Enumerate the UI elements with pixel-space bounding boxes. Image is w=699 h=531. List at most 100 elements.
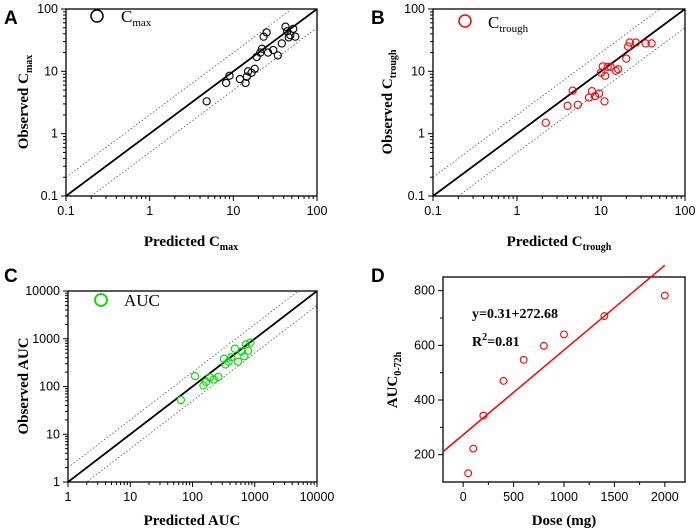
data-point bbox=[539, 341, 548, 350]
y-tick-label: 400 bbox=[414, 393, 435, 407]
axis-ticks-c: 1 10 100 1000 10000 1 10 100 1000 10000 bbox=[25, 284, 334, 504]
data-point bbox=[256, 48, 265, 57]
data-point bbox=[464, 469, 473, 478]
data-point bbox=[613, 65, 623, 74]
y-tick-label: 10 bbox=[46, 427, 60, 441]
data-point bbox=[262, 28, 271, 37]
reference-lines-b bbox=[433, 9, 685, 196]
data-point bbox=[257, 44, 267, 53]
data-point bbox=[469, 444, 478, 453]
data-point bbox=[289, 24, 298, 34]
data-point bbox=[246, 338, 255, 347]
lower-twofold-line bbox=[86, 305, 317, 482]
data-point bbox=[641, 39, 650, 48]
data-point bbox=[625, 38, 634, 47]
data-point bbox=[205, 373, 215, 382]
axis-ticks-d: 0 500 1000 1500 2000 200 400 600 800 bbox=[414, 284, 679, 504]
x-tick-label: 1 bbox=[514, 204, 521, 218]
x-tick-label: 100 bbox=[182, 490, 203, 504]
y-tick-label: 1 bbox=[51, 127, 58, 141]
data-point bbox=[623, 42, 633, 51]
plot-frame-b bbox=[432, 8, 686, 197]
y-tick-label: 200 bbox=[414, 448, 435, 462]
data-point bbox=[631, 38, 641, 47]
x-tick-label: 10 bbox=[226, 204, 240, 218]
data-point bbox=[281, 22, 290, 31]
x-tick-label: 0 bbox=[460, 490, 467, 504]
x-axis-label-c: Predicted AUC bbox=[144, 513, 241, 529]
panel-letter-b: B bbox=[371, 8, 385, 29]
data-point bbox=[600, 71, 610, 80]
data-point bbox=[221, 78, 231, 88]
data-point bbox=[600, 312, 609, 321]
data-point bbox=[240, 352, 249, 361]
data-point bbox=[573, 100, 582, 109]
lower-twofold-line bbox=[90, 27, 317, 196]
x-tick-label: 10 bbox=[123, 490, 137, 504]
panel-letter-d: D bbox=[371, 266, 385, 287]
x-axis-label-d: Dose (mg) bbox=[532, 513, 597, 529]
identity-line bbox=[66, 9, 317, 196]
data-point bbox=[241, 78, 250, 88]
data-point bbox=[568, 86, 577, 95]
y-tick-label: 0.1 bbox=[41, 189, 58, 203]
y-tick-label: 100 bbox=[404, 2, 425, 16]
data-point bbox=[622, 54, 631, 63]
y-tick-label: 100 bbox=[37, 2, 58, 16]
identity-line bbox=[68, 291, 317, 482]
x-tick-label: 10 bbox=[594, 204, 608, 218]
data-point bbox=[190, 371, 200, 381]
x-tick-label: 1 bbox=[146, 204, 153, 218]
legend-marker-b bbox=[458, 14, 472, 28]
data-point bbox=[263, 48, 273, 57]
y-axis-label-a: Observed Cmax bbox=[16, 55, 35, 150]
x-axis-label-b: Predicted Ctrough bbox=[507, 234, 612, 253]
x-tick-label: 1000 bbox=[550, 490, 578, 504]
data-point bbox=[541, 118, 550, 127]
y-tick-label: 0.1 bbox=[408, 189, 425, 203]
y-tick-label: 100 bbox=[39, 380, 60, 394]
data-point bbox=[611, 66, 620, 75]
y-tick-label: 800 bbox=[414, 284, 435, 298]
x-axis-label-a: Predicted Cmax bbox=[144, 234, 238, 253]
data-point bbox=[214, 372, 223, 381]
data-point bbox=[600, 97, 609, 106]
x-tick-label: 0.1 bbox=[57, 204, 74, 218]
legend-marker-a bbox=[90, 9, 104, 23]
x-tick-label: 0.1 bbox=[424, 204, 441, 218]
x-tick-label: 100 bbox=[675, 204, 696, 218]
data-points-c bbox=[176, 338, 255, 405]
panel-c: C AUC 1 10 100 1000 10000 1 10 100 1000 10000 Pre… bbox=[4, 266, 334, 529]
data-point bbox=[519, 355, 528, 364]
data-point bbox=[269, 45, 278, 55]
data-point bbox=[202, 97, 211, 106]
reference-lines-a bbox=[66, 9, 317, 196]
legend-marker-c bbox=[94, 293, 108, 307]
x-tick-label: 2000 bbox=[651, 490, 679, 504]
legend-label-a: Cmax bbox=[121, 7, 152, 29]
data-point bbox=[237, 347, 246, 356]
regression-line bbox=[442, 264, 666, 453]
data-point bbox=[647, 39, 656, 48]
data-points-d bbox=[464, 291, 669, 478]
panel-letter-a: A bbox=[4, 8, 18, 29]
data-point bbox=[594, 89, 604, 98]
data-points-b bbox=[541, 38, 656, 127]
y-tick-label: 10 bbox=[411, 64, 425, 78]
panel-letter-c: C bbox=[4, 266, 18, 287]
lower-twofold-line bbox=[457, 27, 685, 196]
reference-lines-c bbox=[68, 291, 317, 482]
axis-ticks-b: 0.1 1 10 100 0.1 1 10 100 bbox=[404, 2, 695, 218]
data-point bbox=[660, 291, 669, 300]
data-point bbox=[209, 375, 218, 384]
fit-line-d bbox=[442, 264, 666, 453]
x-tick-label: 1500 bbox=[601, 490, 629, 504]
identity-line bbox=[433, 9, 685, 196]
upper-twofold-line bbox=[66, 9, 293, 178]
y-axis-label-b: Observed Ctrough bbox=[380, 49, 399, 154]
y-tick-label: 10000 bbox=[25, 284, 60, 298]
data-point bbox=[176, 395, 186, 405]
data-point bbox=[603, 62, 612, 72]
data-point bbox=[291, 32, 300, 41]
